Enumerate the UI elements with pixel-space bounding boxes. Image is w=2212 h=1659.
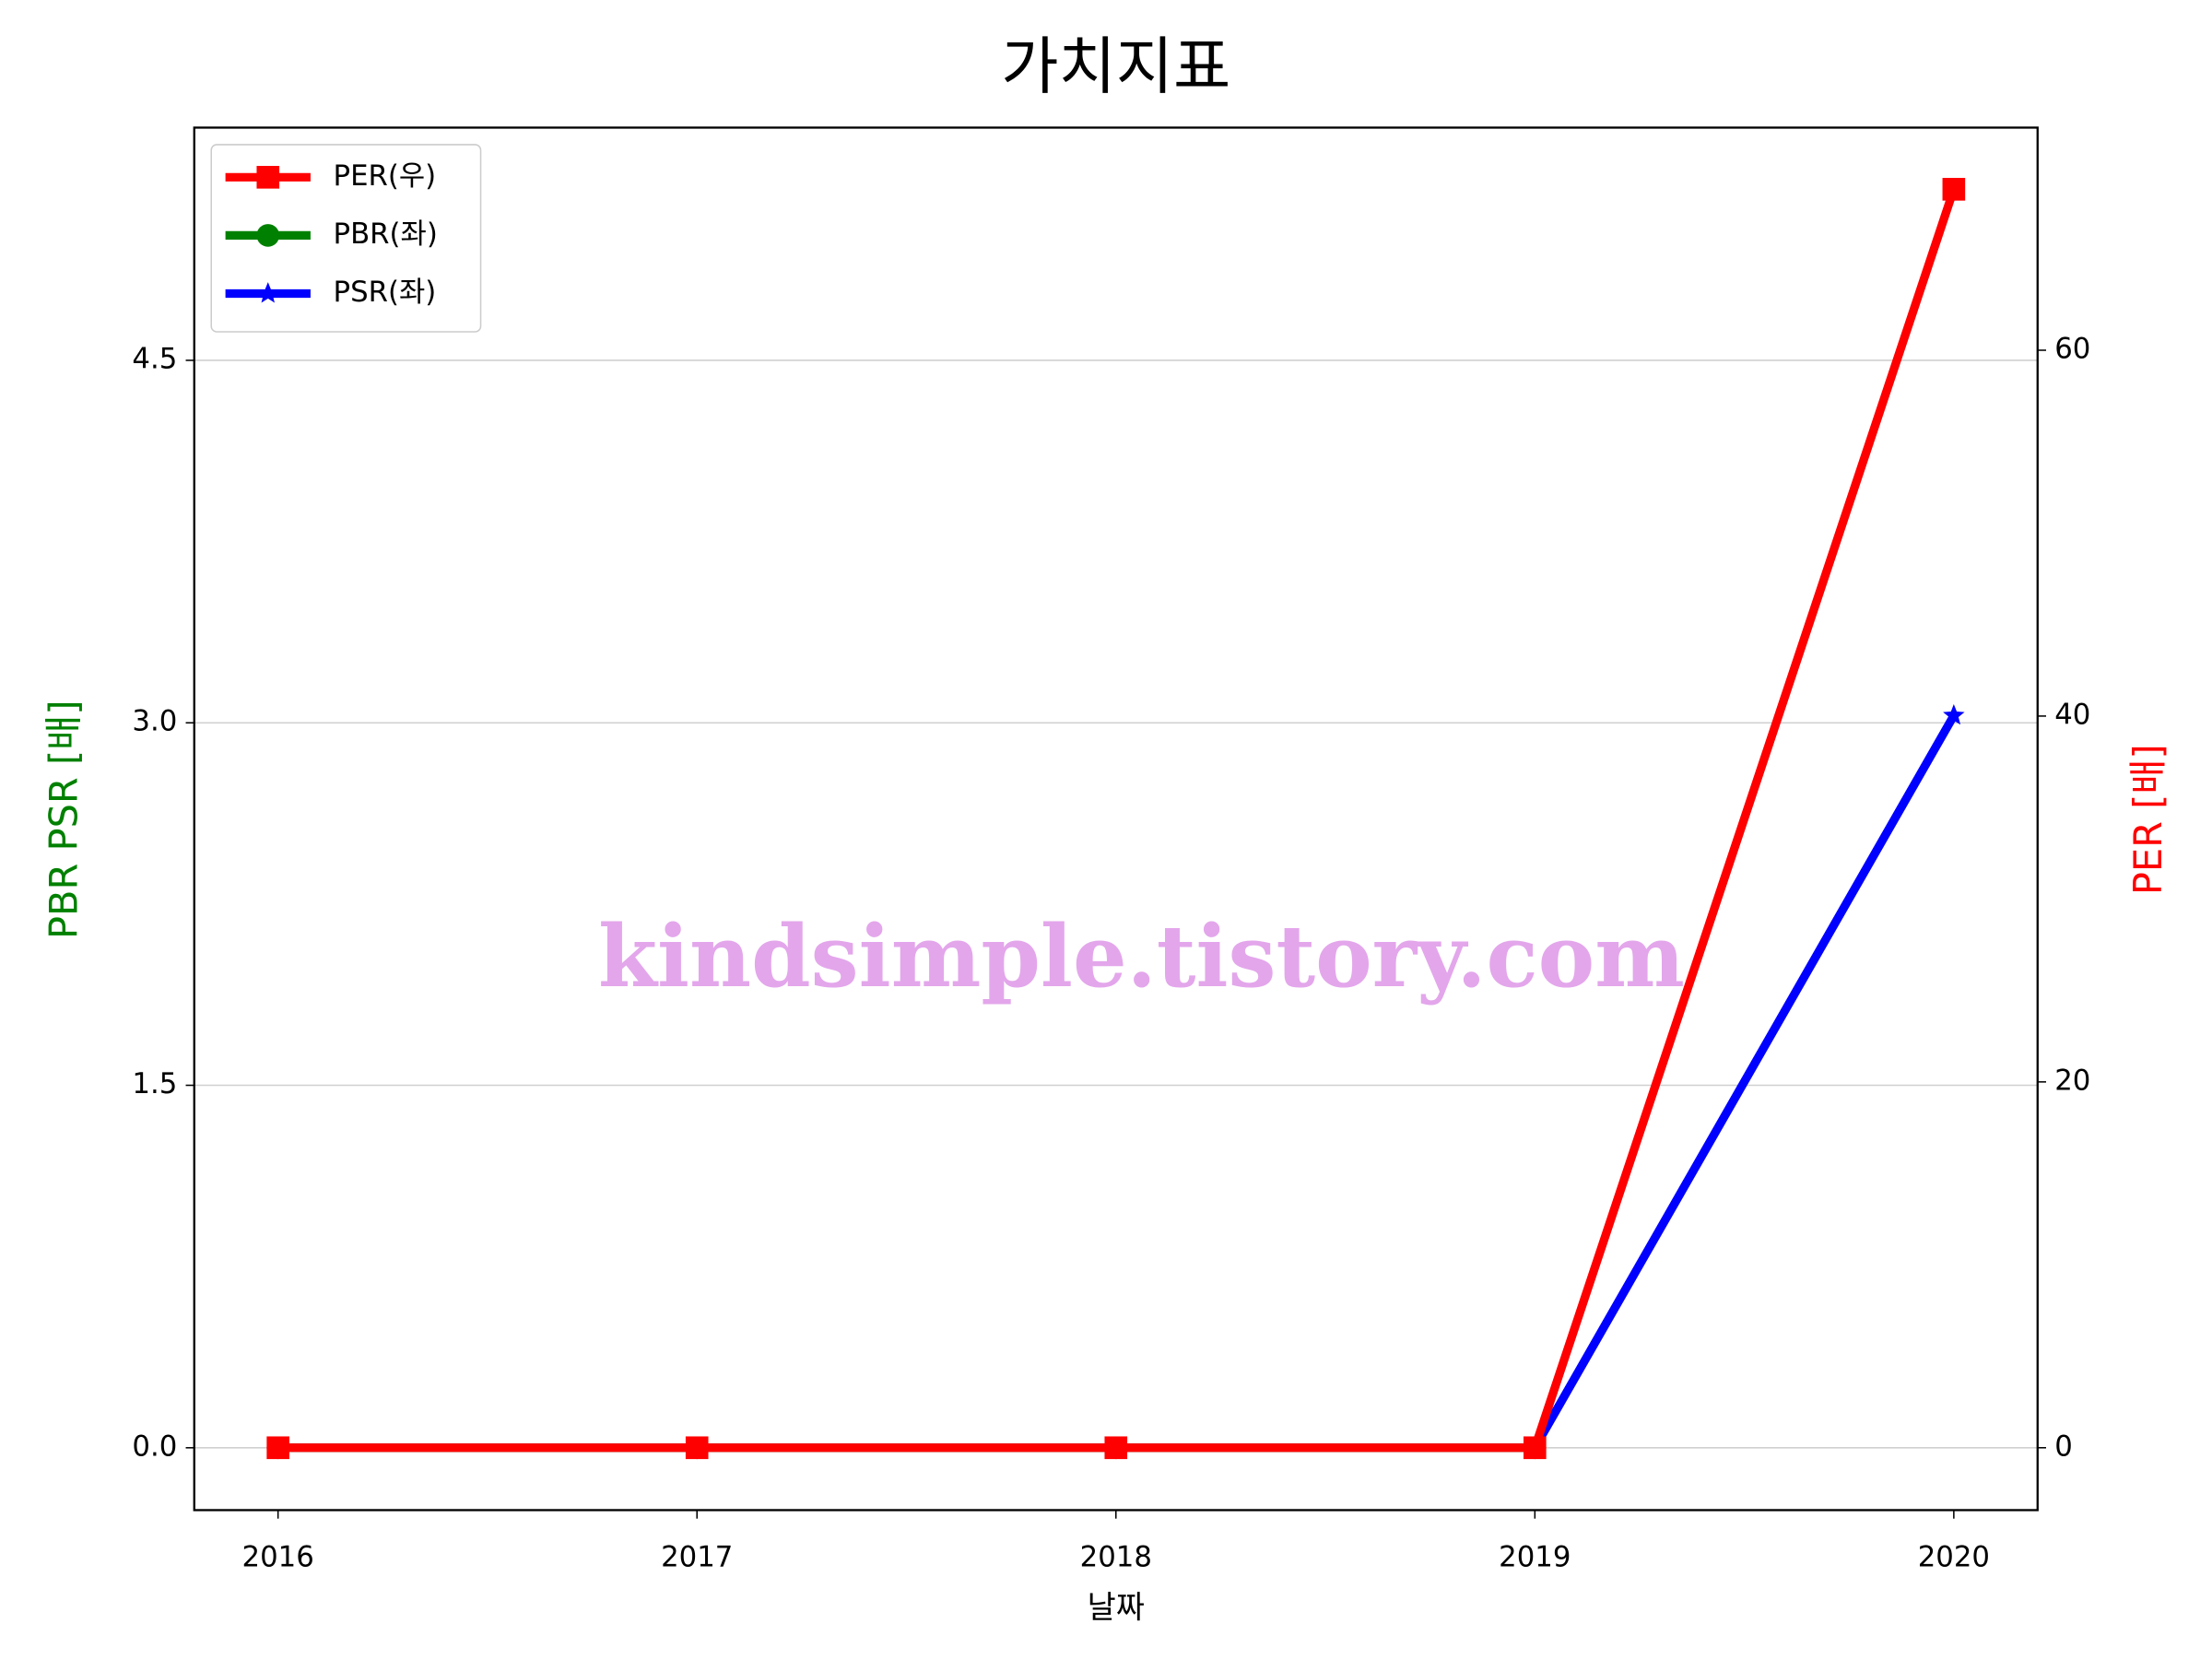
series: [266, 178, 1966, 1460]
marker: [257, 282, 279, 303]
x-tick-label: 2019: [1499, 1540, 1571, 1573]
y2-axis-label: PER [배]: [2125, 744, 2171, 895]
marker: [1524, 1436, 1547, 1460]
plot-frame: [193, 126, 2039, 1512]
y-tick-label: 1.5: [132, 1067, 177, 1100]
y2-tick-label: 0: [2054, 1430, 2073, 1463]
y-axis-label: PBR PSR [배]: [41, 700, 86, 939]
chart-title: 가치지표: [1001, 29, 1230, 102]
series: [267, 704, 1965, 1457]
watermark: kindsimple.tistory.com: [598, 906, 1685, 1006]
marker: [266, 1436, 289, 1460]
marker: [1942, 178, 1966, 201]
marker: [1104, 1436, 1128, 1460]
line: [277, 187, 1959, 1453]
marker: [256, 166, 280, 189]
legend-label: PER(우): [334, 159, 437, 193]
y-tick-label: 0.0: [132, 1430, 177, 1463]
x-tick-label: 2018: [1080, 1540, 1152, 1573]
y2-tick-label: 20: [2054, 1064, 2090, 1097]
legend-frame: [210, 144, 482, 333]
legend-label: PBR(좌): [334, 218, 438, 251]
y2-tick-label: 60: [2054, 332, 2090, 365]
marker: [256, 224, 280, 247]
x-tick-label: 2016: [242, 1540, 314, 1573]
x-axis-label: 날짜: [1088, 1590, 1145, 1626]
legend: PER(우) PBR(좌) PSR(좌): [210, 144, 482, 333]
x-tick-label: 2020: [1918, 1540, 1990, 1573]
marker: [1943, 704, 1965, 725]
legend-label: PSR(좌): [334, 276, 437, 309]
x-tick-label: 2017: [661, 1540, 733, 1573]
line: [277, 713, 1958, 1453]
y-tick-label: 3.0: [132, 705, 177, 738]
marker: [685, 1436, 709, 1460]
y-tick-label: 4.5: [132, 342, 177, 375]
y2-tick-label: 40: [2054, 698, 2090, 731]
